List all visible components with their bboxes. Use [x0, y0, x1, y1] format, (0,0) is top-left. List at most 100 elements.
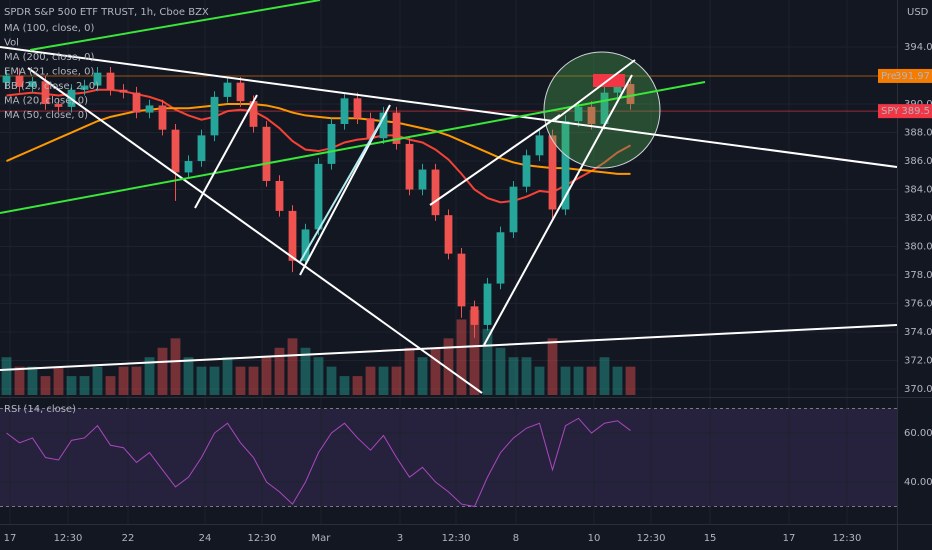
candle-body — [106, 72, 115, 90]
candle-body — [366, 118, 375, 139]
trendline — [483, 74, 633, 346]
volume-bar — [1, 357, 12, 395]
volume-bar — [495, 347, 506, 395]
candle-body — [561, 121, 570, 210]
volume-bar — [547, 338, 558, 395]
volume-bar — [599, 357, 610, 395]
legend-entry: MA (100, close, 0) — [4, 23, 94, 34]
candle-body — [15, 75, 24, 87]
candle-body — [314, 163, 323, 230]
candle-body — [600, 92, 609, 124]
trendline — [554, 59, 636, 121]
trendline — [0, 324, 898, 371]
candle-body — [132, 92, 141, 113]
price-label-box — [878, 68, 932, 83]
volume-bar — [534, 366, 545, 395]
candle-body — [54, 104, 63, 107]
volume-bar — [612, 366, 623, 395]
candle-body — [613, 84, 622, 93]
candle-body — [457, 253, 466, 307]
candle-body — [184, 161, 193, 173]
candle-body — [262, 126, 271, 181]
x-tick-label: 15 — [704, 533, 717, 544]
y-tick-label: 380.00 — [904, 242, 932, 253]
volume-bar — [625, 366, 636, 395]
candle-body — [392, 112, 401, 144]
volume-bar — [456, 319, 467, 395]
volume-bar — [222, 357, 233, 395]
candle-body — [171, 129, 180, 173]
x-tick-label: 17 — [783, 533, 796, 544]
candle-body — [275, 180, 284, 211]
price-label-value: 389.5 — [901, 106, 930, 117]
x-tick-label: 12:30 — [442, 533, 471, 544]
candle-body — [626, 84, 635, 105]
volume-bar — [248, 366, 259, 395]
volume-bar — [14, 366, 25, 395]
x-tick-label: 24 — [199, 533, 212, 544]
candle-body — [405, 143, 414, 190]
volume-bar — [183, 357, 194, 395]
trendline — [299, 117, 384, 263]
volume-bar — [79, 376, 90, 395]
volume-bar — [391, 366, 402, 395]
candle-body — [288, 210, 297, 261]
volume-bar — [66, 376, 77, 395]
y-tick-label: 370.00 — [904, 384, 932, 395]
legend-entry: MA (50, close, 0) — [4, 110, 88, 121]
volume-bar — [352, 376, 363, 395]
volume-bar — [573, 366, 584, 395]
legend-entry: RSI (14, close) — [4, 404, 76, 415]
candle-body — [28, 81, 37, 87]
volume-bar — [313, 357, 324, 395]
candle-body — [236, 82, 245, 102]
candle-body — [418, 169, 427, 190]
candle-body — [548, 135, 557, 210]
volume-bar — [27, 366, 38, 395]
candle-body — [574, 106, 583, 122]
rsi-line — [6, 417, 631, 508]
trendline — [429, 114, 561, 206]
x-tick-label: 12:30 — [54, 533, 83, 544]
trendline — [27, 67, 483, 394]
volume-bar — [521, 357, 532, 395]
volume-bar — [40, 376, 51, 395]
volume-bar — [300, 347, 311, 395]
legend-entry: EMA (21, close, 0) — [4, 67, 94, 78]
volume-bar — [586, 366, 597, 395]
x-tick-label: 8 — [513, 533, 519, 544]
volume-bar — [560, 366, 571, 395]
y-tick-label: 40.00 — [904, 477, 932, 488]
x-tick-label: 17 — [4, 533, 17, 544]
y-tick-label: 378.00 — [904, 270, 932, 281]
x-tick-label: Mar — [312, 533, 332, 544]
legend-entry: MA (200, close, 0) — [4, 52, 94, 63]
volume-bar — [92, 366, 103, 395]
candle-body — [301, 229, 310, 261]
y-tick-label: 382.00 — [904, 213, 932, 224]
volume-bar — [482, 328, 493, 395]
candle-body — [80, 85, 89, 90]
candle-body — [353, 98, 362, 119]
volume-bar — [118, 366, 129, 395]
candle-body — [93, 72, 102, 86]
candle-body — [145, 105, 154, 113]
y-tick-label: 376.00 — [904, 299, 932, 310]
candle-body — [431, 169, 440, 216]
trendline — [0, 46, 898, 168]
volume-bar — [404, 347, 415, 395]
volume-bar — [157, 347, 168, 395]
volume-bar — [287, 338, 298, 395]
volume-bar — [378, 366, 389, 395]
x-tick-label: 12:30 — [248, 533, 277, 544]
price-label-value: 391.97 — [895, 71, 930, 82]
y-tick-label: 372.00 — [904, 356, 932, 367]
y-tick-label: 394.00 — [904, 42, 932, 53]
legend-entry: BB (20, close, 2, 0) — [4, 81, 99, 92]
candle-body — [470, 306, 479, 325]
volume-bar — [326, 366, 337, 395]
candle-body — [210, 96, 219, 136]
y-tick-label: 60.00 — [904, 428, 932, 439]
candle-body — [2, 75, 11, 83]
